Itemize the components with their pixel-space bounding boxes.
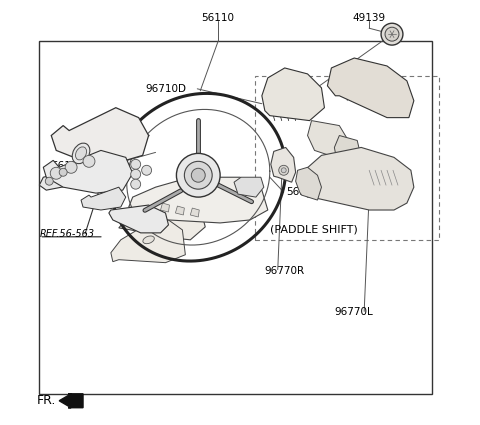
Text: 56111D: 56111D <box>51 162 92 171</box>
Text: 56991C: 56991C <box>286 187 326 197</box>
Circle shape <box>192 168 205 182</box>
Text: 96710D: 96710D <box>145 84 187 94</box>
Polygon shape <box>271 147 296 182</box>
Polygon shape <box>175 206 184 215</box>
Circle shape <box>131 169 141 179</box>
Polygon shape <box>262 68 324 121</box>
Circle shape <box>83 156 95 167</box>
Circle shape <box>281 168 286 173</box>
Polygon shape <box>81 187 126 210</box>
Ellipse shape <box>72 143 90 164</box>
Circle shape <box>279 165 288 175</box>
Circle shape <box>381 23 403 45</box>
Circle shape <box>142 165 152 175</box>
Circle shape <box>59 168 67 176</box>
Bar <box>39 41 432 394</box>
Polygon shape <box>300 147 414 210</box>
Polygon shape <box>119 197 205 240</box>
Text: 96770R: 96770R <box>265 266 305 276</box>
Polygon shape <box>327 58 414 118</box>
Polygon shape <box>308 121 351 160</box>
Polygon shape <box>109 205 168 233</box>
Ellipse shape <box>75 147 86 160</box>
Circle shape <box>131 179 141 189</box>
Text: 49139: 49139 <box>353 13 386 23</box>
Polygon shape <box>43 150 132 193</box>
Polygon shape <box>51 108 149 163</box>
Polygon shape <box>111 220 185 263</box>
Text: FR.: FR. <box>36 394 56 407</box>
Circle shape <box>131 159 141 169</box>
Bar <box>255 76 439 240</box>
Circle shape <box>45 177 53 185</box>
Text: 56110: 56110 <box>202 13 235 23</box>
Polygon shape <box>129 177 268 223</box>
Circle shape <box>65 162 77 173</box>
Ellipse shape <box>143 236 155 244</box>
Text: (PADDLE SHIFT): (PADDLE SHIFT) <box>270 225 358 235</box>
Polygon shape <box>59 394 83 408</box>
Polygon shape <box>160 203 169 212</box>
Polygon shape <box>296 167 322 200</box>
Polygon shape <box>335 136 361 170</box>
Polygon shape <box>234 177 264 197</box>
Circle shape <box>50 167 62 179</box>
Polygon shape <box>39 160 116 190</box>
Text: 96770L: 96770L <box>335 307 373 317</box>
Circle shape <box>177 153 220 197</box>
Polygon shape <box>191 208 199 217</box>
Circle shape <box>385 27 399 41</box>
Text: REF.56-563: REF.56-563 <box>39 229 95 239</box>
Circle shape <box>184 162 212 189</box>
